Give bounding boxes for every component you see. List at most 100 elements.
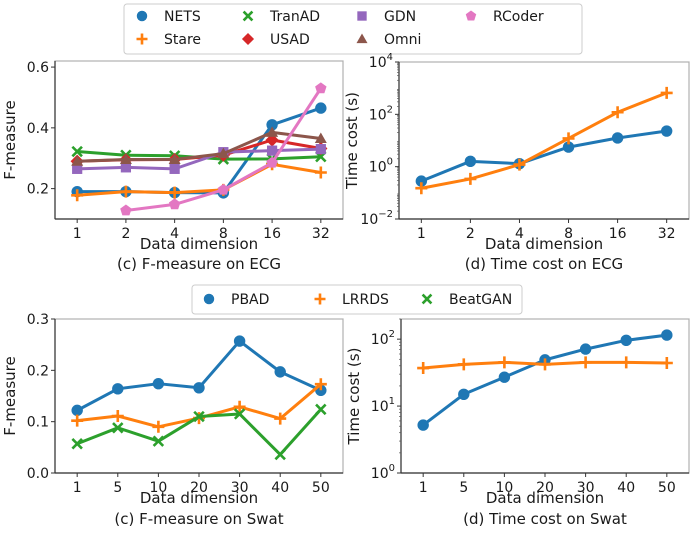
series-pbad: [71, 335, 327, 417]
chart-caption: (c) F-measure on ECG: [117, 255, 281, 273]
data-point: [169, 163, 180, 174]
x-axis-label: Data dimension: [485, 235, 603, 253]
data-point: [112, 383, 124, 395]
chart-swat-f: 0.0 0.1 0.2 0.3 1 5 10 20 30 40 50 Data dimension (c…: [1, 312, 344, 528]
y-tick-label: 100: [371, 463, 395, 482]
legend-entry-pbad: PBAD: [203, 292, 269, 308]
data-point: [314, 132, 327, 143]
legend-entry-lrrds: LRRDS: [314, 292, 389, 308]
data-point: [611, 106, 624, 119]
y-tick-label: 0.6: [27, 60, 49, 76]
data-point: [168, 153, 181, 164]
data-point: [315, 82, 327, 94]
data-point: [72, 163, 83, 174]
data-point: [274, 448, 286, 461]
y-tick-label: 104: [369, 52, 393, 71]
y-tick-label: 0.2: [27, 182, 49, 198]
series-beatgan: [71, 403, 327, 461]
y-axis-label: F-measure: [1, 356, 19, 435]
x-axis-label: Data dimension: [486, 489, 604, 507]
data-point: [457, 358, 470, 371]
y-tick-label: 10−2: [360, 209, 393, 228]
series-line: [77, 130, 322, 163]
data-point: [274, 366, 286, 378]
x-tick-label: 4: [170, 226, 179, 242]
x-tick-label: 5: [113, 480, 122, 496]
y-tick-label: 0.0: [27, 466, 49, 482]
data-point: [579, 343, 592, 355]
data-point: [498, 356, 511, 369]
x-tick-label: 50: [312, 480, 330, 496]
data-point: [193, 410, 205, 423]
x-tick-label: 16: [609, 226, 627, 242]
series-line: [420, 129, 667, 183]
series-pbad: [417, 329, 673, 431]
data-point: [120, 162, 132, 173]
y-tick-label: 0.4: [27, 121, 49, 137]
data-point: [152, 377, 165, 390]
data-point: [660, 86, 673, 99]
data-point: [464, 155, 477, 168]
x-tick-label: 50: [658, 480, 676, 496]
data-point: [266, 145, 278, 156]
legend-label: TranAD: [269, 9, 320, 25]
data-point: [660, 357, 673, 370]
x-tick-label: 40: [271, 480, 289, 496]
chart-caption: (c) F-measure on Swat: [114, 510, 283, 528]
legend-label: Omni: [384, 32, 421, 48]
legend-marker-triangle-icon: [356, 33, 368, 44]
data-point: [233, 400, 246, 413]
data-point: [112, 422, 124, 434]
data-point: [71, 189, 84, 202]
data-point: [111, 410, 124, 423]
data-point: [314, 378, 327, 391]
data-point: [71, 438, 83, 450]
legend-marker-diamond-icon: [241, 32, 255, 46]
y-tick-label: 102: [371, 329, 395, 348]
x-tick-label: 32: [658, 226, 676, 242]
legend-label: PBAD: [231, 292, 269, 308]
series-omni: [71, 126, 327, 166]
plot-frame: [400, 318, 690, 474]
data-point: [152, 435, 165, 447]
data-point: [611, 132, 624, 144]
legend-label: Stare: [164, 32, 201, 48]
series-lrrds: [417, 356, 673, 375]
x-tick-label: 20: [536, 480, 554, 496]
data-point: [539, 358, 551, 371]
legend-entry-nets: NETS: [136, 9, 201, 25]
legend-marker-pentagon-icon: [465, 10, 477, 21]
legend-label: USAD: [270, 32, 310, 48]
y-tick-label: 102: [369, 104, 393, 123]
x-tick-label: 30: [577, 480, 595, 496]
data-point: [274, 412, 287, 425]
legend-entry-usad: USAD: [241, 32, 310, 48]
legend-marker-x-icon: [242, 10, 254, 22]
data-point: [265, 133, 279, 147]
data-point: [315, 403, 327, 416]
data-point: [71, 414, 84, 427]
x-tick-label: 1: [73, 480, 82, 496]
legend-entry-omni: Omni: [356, 32, 421, 48]
legend-label: LRRDS: [342, 292, 389, 308]
data-point: [217, 147, 230, 159]
legend-entry-tranad: TranAD: [242, 9, 320, 25]
data-point: [71, 155, 84, 166]
x-tick-label: 30: [231, 480, 249, 496]
x-tick-label: 1: [419, 480, 428, 496]
series-stare: [71, 158, 327, 202]
legend-marker-x-icon: [421, 293, 433, 305]
data-point: [620, 356, 633, 369]
y-tick-label: 0.1: [27, 415, 49, 431]
x-tick-label: 16: [263, 226, 281, 242]
y-tick-label: 100: [369, 157, 393, 176]
x-tick-label: 5: [459, 480, 468, 496]
data-point: [233, 335, 246, 347]
x-tick-label: 8: [219, 226, 228, 242]
x-tick-label: 10: [149, 480, 167, 496]
data-point: [417, 362, 430, 375]
legend-label: BeatGAN: [449, 292, 512, 308]
data-point: [120, 204, 132, 216]
data-point: [168, 186, 181, 199]
